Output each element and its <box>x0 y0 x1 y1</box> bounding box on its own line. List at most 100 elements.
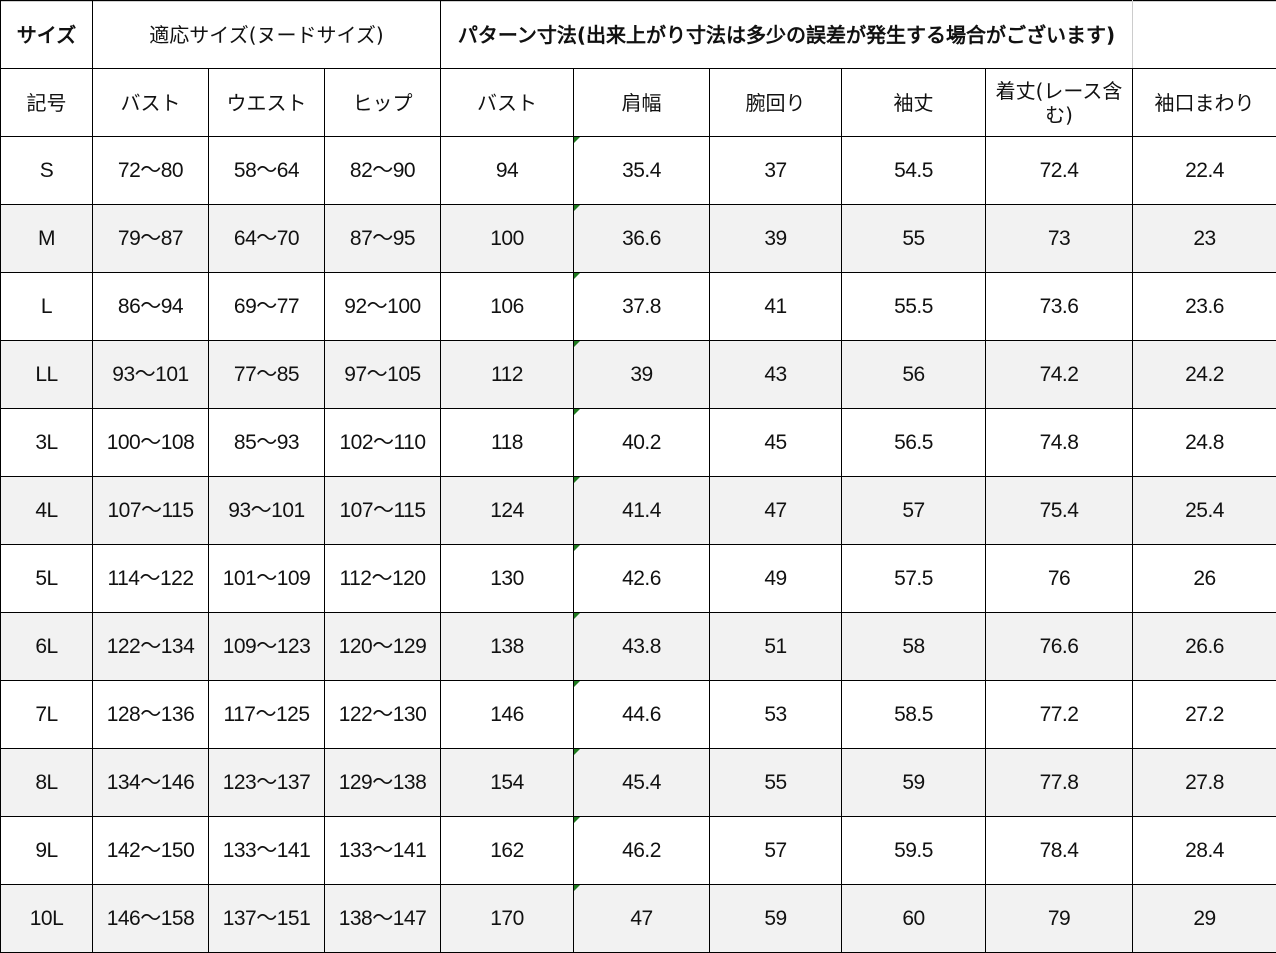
cell-cuff[interactable]: 29 <box>1133 885 1276 953</box>
cell-shoulder-width[interactable]: 36.6 <box>574 205 710 273</box>
cell-code[interactable]: LL <box>1 341 93 409</box>
cell-length[interactable]: 76 <box>986 545 1133 613</box>
cell-hip-fit[interactable]: 92～100 <box>325 273 441 341</box>
cell-waist-fit[interactable]: 85～93 <box>209 409 325 477</box>
cell-length[interactable]: 75.4 <box>986 477 1133 545</box>
cell-waist-fit[interactable]: 133～141 <box>209 817 325 885</box>
cell-waist-fit[interactable]: 117～125 <box>209 681 325 749</box>
cell-arm-circumference[interactable]: 41 <box>710 273 842 341</box>
cell-waist-fit[interactable]: 93～101 <box>209 477 325 545</box>
cell-hip-fit[interactable]: 112～120 <box>325 545 441 613</box>
cell-shoulder-width[interactable]: 39 <box>574 341 710 409</box>
cell-arm-circumference[interactable]: 43 <box>710 341 842 409</box>
cell-waist-fit[interactable]: 101～109 <box>209 545 325 613</box>
cell-length[interactable]: 78.4 <box>986 817 1133 885</box>
cell-code[interactable]: L <box>1 273 93 341</box>
cell-shoulder-width[interactable]: 35.4 <box>574 137 710 205</box>
cell-code[interactable]: 4L <box>1 477 93 545</box>
cell-shoulder-width[interactable]: 43.8 <box>574 613 710 681</box>
cell-cuff[interactable]: 27.2 <box>1133 681 1276 749</box>
cell-bust[interactable]: 112 <box>441 341 574 409</box>
cell-shoulder-width[interactable]: 44.6 <box>574 681 710 749</box>
cell-bust-fit[interactable]: 79～87 <box>93 205 209 273</box>
cell-code[interactable]: 7L <box>1 681 93 749</box>
cell-length[interactable]: 77.8 <box>986 749 1133 817</box>
cell-sleeve-length[interactable]: 60 <box>842 885 986 953</box>
cell-code[interactable]: 3L <box>1 409 93 477</box>
cell-waist-fit[interactable]: 64～70 <box>209 205 325 273</box>
cell-bust[interactable]: 162 <box>441 817 574 885</box>
cell-hip-fit[interactable]: 138～147 <box>325 885 441 953</box>
cell-bust[interactable]: 138 <box>441 613 574 681</box>
cell-bust-fit[interactable]: 134～146 <box>93 749 209 817</box>
cell-code[interactable]: 8L <box>1 749 93 817</box>
cell-bust-fit[interactable]: 86～94 <box>93 273 209 341</box>
header-bust[interactable]: バスト <box>441 69 574 137</box>
cell-length[interactable]: 73 <box>986 205 1133 273</box>
cell-hip-fit[interactable]: 97～105 <box>325 341 441 409</box>
cell-cuff[interactable]: 27.8 <box>1133 749 1276 817</box>
cell-cuff[interactable]: 24.2 <box>1133 341 1276 409</box>
cell-waist-fit[interactable]: 109～123 <box>209 613 325 681</box>
cell-arm-circumference[interactable]: 51 <box>710 613 842 681</box>
header-hip-fit[interactable]: ヒップ <box>325 69 441 137</box>
cell-waist-fit[interactable]: 137～151 <box>209 885 325 953</box>
cell-arm-circumference[interactable]: 53 <box>710 681 842 749</box>
cell-sleeve-length[interactable]: 55.5 <box>842 273 986 341</box>
cell-hip-fit[interactable]: 129～138 <box>325 749 441 817</box>
cell-sleeve-length[interactable]: 58 <box>842 613 986 681</box>
cell-length[interactable]: 79 <box>986 885 1133 953</box>
cell-sleeve-length[interactable]: 56 <box>842 341 986 409</box>
cell-sleeve-length[interactable]: 58.5 <box>842 681 986 749</box>
cell-cuff[interactable]: 28.4 <box>1133 817 1276 885</box>
cell-sleeve-length[interactable]: 57.5 <box>842 545 986 613</box>
cell-code[interactable]: 10L <box>1 885 93 953</box>
cell-cuff[interactable]: 26.6 <box>1133 613 1276 681</box>
cell-arm-circumference[interactable]: 39 <box>710 205 842 273</box>
cell-bust[interactable]: 118 <box>441 409 574 477</box>
cell-cuff[interactable]: 25.4 <box>1133 477 1276 545</box>
header-size[interactable]: サイズ <box>1 1 93 69</box>
header-fit-size[interactable]: 適応サイズ(ヌードサイズ) <box>93 1 441 69</box>
cell-code[interactable]: S <box>1 137 93 205</box>
cell-length[interactable]: 74.8 <box>986 409 1133 477</box>
header-length[interactable]: 着丈(レース含む) <box>986 69 1133 137</box>
cell-bust[interactable]: 170 <box>441 885 574 953</box>
cell-waist-fit[interactable]: 77～85 <box>209 341 325 409</box>
cell-waist-fit[interactable]: 69～77 <box>209 273 325 341</box>
cell-hip-fit[interactable]: 122～130 <box>325 681 441 749</box>
cell-arm-circumference[interactable]: 47 <box>710 477 842 545</box>
cell-cuff[interactable]: 26 <box>1133 545 1276 613</box>
cell-arm-circumference[interactable]: 45 <box>710 409 842 477</box>
cell-bust[interactable]: 100 <box>441 205 574 273</box>
cell-cuff[interactable]: 23.6 <box>1133 273 1276 341</box>
cell-bust[interactable]: 94 <box>441 137 574 205</box>
cell-code[interactable]: 9L <box>1 817 93 885</box>
cell-bust-fit[interactable]: 107～115 <box>93 477 209 545</box>
header-code[interactable]: 記号 <box>1 69 93 137</box>
header-sleeve-length[interactable]: 袖丈 <box>842 69 986 137</box>
cell-hip-fit[interactable]: 133～141 <box>325 817 441 885</box>
cell-sleeve-length[interactable]: 56.5 <box>842 409 986 477</box>
cell-waist-fit[interactable]: 58～64 <box>209 137 325 205</box>
cell-bust-fit[interactable]: 128～136 <box>93 681 209 749</box>
cell-cuff[interactable]: 24.8 <box>1133 409 1276 477</box>
header-waist-fit[interactable]: ウエスト <box>209 69 325 137</box>
cell-length[interactable]: 76.6 <box>986 613 1133 681</box>
header-cuff[interactable]: 袖口まわり <box>1133 69 1276 137</box>
cell-shoulder-width[interactable]: 47 <box>574 885 710 953</box>
cell-sleeve-length[interactable]: 57 <box>842 477 986 545</box>
cell-shoulder-width[interactable]: 41.4 <box>574 477 710 545</box>
cell-length[interactable]: 72.4 <box>986 137 1133 205</box>
cell-bust[interactable]: 130 <box>441 545 574 613</box>
cell-bust[interactable]: 124 <box>441 477 574 545</box>
header-bust-fit[interactable]: バスト <box>93 69 209 137</box>
cell-bust-fit[interactable]: 114～122 <box>93 545 209 613</box>
cell-arm-circumference[interactable]: 37 <box>710 137 842 205</box>
cell-shoulder-width[interactable]: 37.8 <box>574 273 710 341</box>
cell-code[interactable]: 6L <box>1 613 93 681</box>
cell-bust-fit[interactable]: 93～101 <box>93 341 209 409</box>
cell-code[interactable]: 5L <box>1 545 93 613</box>
cell-shoulder-width[interactable]: 46.2 <box>574 817 710 885</box>
cell-bust[interactable]: 154 <box>441 749 574 817</box>
